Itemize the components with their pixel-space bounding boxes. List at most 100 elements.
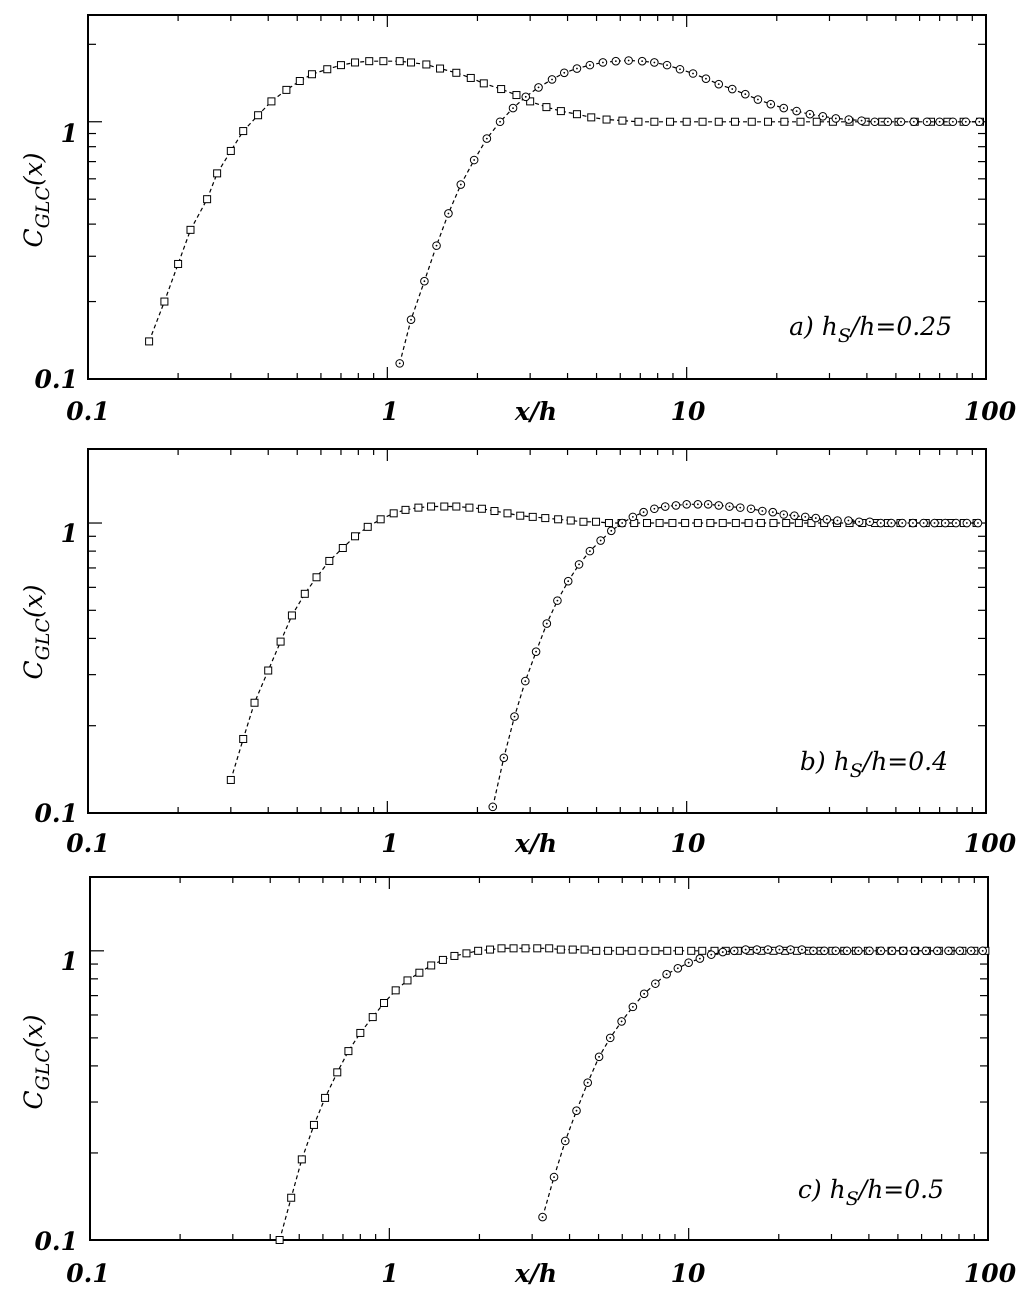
square-point <box>615 946 624 955</box>
circle-point-center <box>717 83 720 86</box>
square-point <box>587 113 596 122</box>
circle-point-center <box>535 650 537 653</box>
circle-point-center <box>834 117 837 120</box>
circle-point-center <box>733 949 736 952</box>
y-tick-label: 0.1 <box>35 365 79 394</box>
circle-point-center <box>955 522 957 524</box>
square-point <box>287 611 296 620</box>
square-point <box>627 946 636 955</box>
square-point <box>427 502 436 511</box>
square-point <box>254 111 263 120</box>
circle-point-center <box>912 120 915 123</box>
circle-point-center <box>473 159 476 161</box>
square-point <box>682 117 691 126</box>
circle-point-center <box>643 992 646 995</box>
square-point <box>325 556 334 565</box>
chart-panel-1: 0.1 1 x/h 10 100 1 0.1 CGLC(x) a) hS/h=0.25 <box>19 14 1017 426</box>
square-point <box>312 573 321 582</box>
circle-point-center <box>808 113 811 116</box>
x-tick-label: 10 <box>671 829 706 858</box>
circle-point-center <box>757 98 759 101</box>
square-point <box>503 509 512 518</box>
square-point <box>452 68 461 77</box>
circle-point-center <box>564 1140 567 1142</box>
square-point <box>782 519 791 528</box>
square-point <box>239 734 248 743</box>
square-point <box>718 519 727 528</box>
circle-point-center <box>769 103 772 106</box>
square-point <box>376 515 385 524</box>
square-point <box>668 519 677 528</box>
circle-point-center <box>944 522 947 524</box>
square-point <box>338 544 347 553</box>
square-point <box>282 85 291 94</box>
square-point <box>450 951 459 960</box>
circle-point-center <box>858 520 861 523</box>
x-tick-label: 100 <box>964 1259 1017 1288</box>
square-point <box>604 519 613 528</box>
square-point <box>639 946 648 955</box>
square-point <box>497 85 506 94</box>
x-tick-label: 10 <box>671 1259 706 1288</box>
square-point <box>769 519 778 528</box>
x-tick-label: 100 <box>964 397 1017 426</box>
square-point <box>427 961 436 970</box>
square-point <box>556 945 565 954</box>
circle-point-center <box>868 949 871 952</box>
square-point <box>336 61 345 70</box>
circle-point-center <box>641 60 644 63</box>
square-point <box>651 946 660 955</box>
circle-point-center <box>860 119 863 122</box>
circle-point-center <box>524 95 527 98</box>
circle-point-center <box>938 120 941 123</box>
y-tick-label: 0.1 <box>35 1227 79 1256</box>
plot-frame <box>87 14 987 380</box>
square-point <box>477 504 486 513</box>
y-tick-label: 1 <box>61 947 78 976</box>
square-point <box>747 117 756 126</box>
circle-point-center <box>576 67 578 70</box>
circle-point-center <box>744 93 747 96</box>
x-tick-label: 0.1 <box>66 829 110 858</box>
circle-point-center <box>846 949 848 952</box>
square-point <box>351 58 360 67</box>
square-point <box>287 1193 296 1202</box>
circle-point-center <box>664 505 667 508</box>
circle-point-center <box>977 522 979 524</box>
circle-point-center <box>513 715 516 718</box>
square-point <box>526 97 535 106</box>
square-point <box>698 946 707 955</box>
square-point <box>368 1013 377 1022</box>
square-point <box>566 516 575 525</box>
circle-point-center <box>804 515 807 518</box>
circle-point-center <box>951 120 954 123</box>
square-point <box>295 77 304 86</box>
circle-point-center <box>666 64 668 67</box>
circle-point-center <box>880 949 882 952</box>
square-point <box>568 945 577 954</box>
circle-point-center <box>834 949 837 952</box>
x-tick-label: 0.1 <box>66 397 110 426</box>
circle-point-center <box>627 59 630 62</box>
circle-point-center <box>924 949 927 952</box>
circle-point-center <box>696 503 699 506</box>
circle-point-center <box>721 951 724 953</box>
square-point <box>541 514 550 523</box>
square-point <box>226 146 235 155</box>
square-point <box>239 127 248 136</box>
panel-annotation: a) hS/h=0.25 <box>789 312 952 347</box>
circle-point-center <box>485 137 488 140</box>
circle-point-center <box>435 244 438 247</box>
square-point <box>275 1236 284 1244</box>
circle-point-center <box>767 948 769 951</box>
circle-point-center <box>814 517 817 519</box>
square-point <box>554 515 563 524</box>
square-point <box>145 337 154 346</box>
square-point <box>466 73 475 82</box>
square-point <box>642 519 651 528</box>
circle-point-center <box>913 949 916 952</box>
square-point <box>186 225 195 234</box>
square-point <box>556 107 565 116</box>
square-point <box>794 519 803 528</box>
